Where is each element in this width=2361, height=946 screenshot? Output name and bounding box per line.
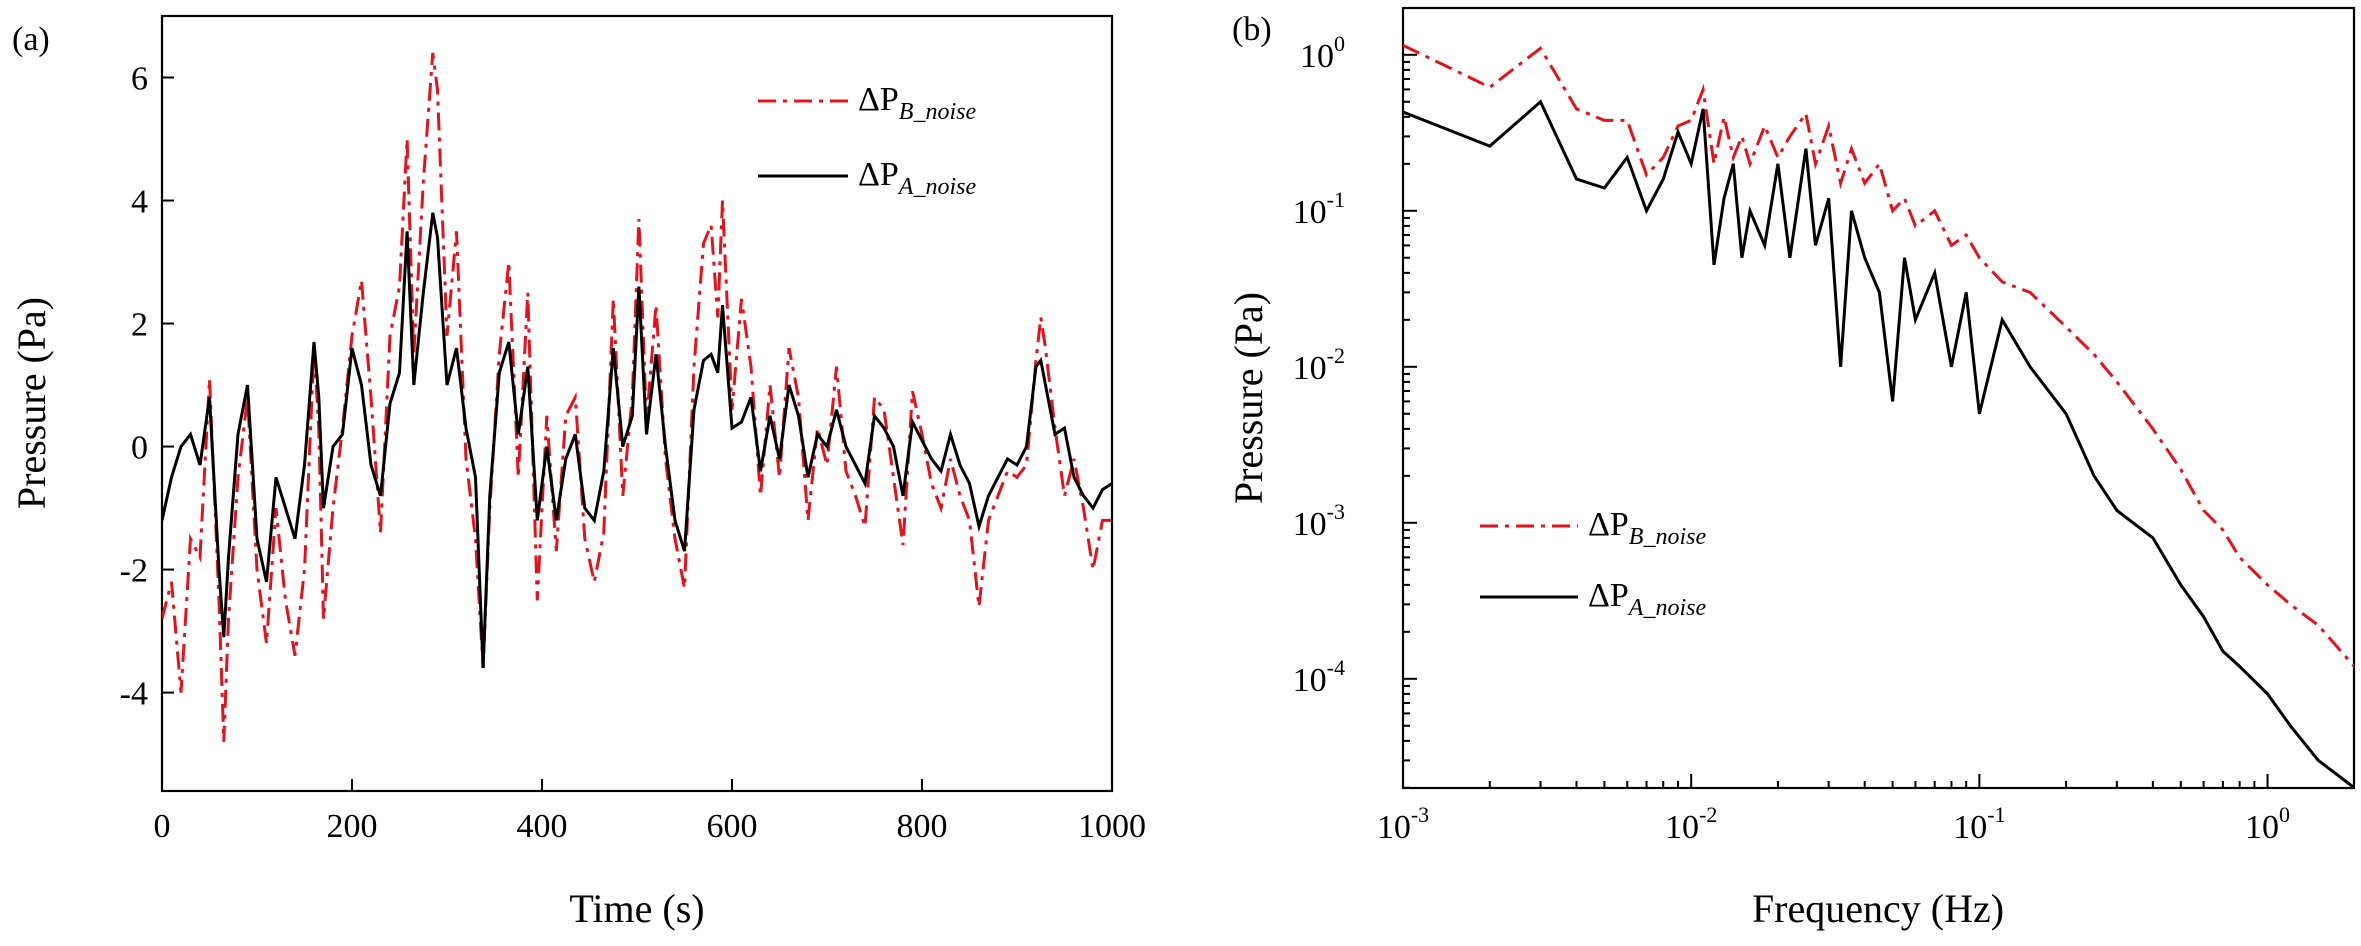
plot-frame-b	[1401, 6, 2356, 790]
legend-a: ΔPB_noise ΔPA_noise	[758, 81, 976, 200]
panel-a: 0 200 400 600 800 1000 -4 -2 0 2 4 6 (a) Pressure …	[9, 14, 1146, 931]
x-tick-label: 200	[327, 808, 378, 845]
legend-subscript: A_noise	[1627, 595, 1707, 621]
y-tick-label: 10-2	[1293, 343, 1345, 387]
y-tick-label: 0	[131, 430, 148, 467]
plot-frame-a	[160, 14, 1114, 793]
legend-subscript: B_noise	[899, 99, 977, 125]
legend-symbol: ΔP	[858, 156, 899, 193]
series-line-b-noise-a	[162, 52, 1112, 742]
y-tick-label: 10-1	[1293, 187, 1345, 231]
legend-b: ΔPB_noise ΔPA_noise	[1480, 506, 1706, 621]
legend-symbol: ΔP	[1588, 506, 1629, 543]
x-tick-label: 10-2	[1665, 802, 1717, 846]
y-tick-label: 4	[131, 184, 148, 221]
x-tick-label: 10-1	[1953, 802, 2005, 846]
x-tick-label: 100	[2245, 802, 2290, 846]
y-ticks-b: 10-4 10-3 10-2 10-1 100	[1293, 31, 1417, 789]
legend-symbol: ΔP	[1588, 577, 1629, 614]
series-line-a-noise-b	[1403, 99, 2354, 788]
x-axis-label-a: Time (s)	[569, 886, 704, 931]
x-tick-label: 0	[154, 808, 171, 845]
y-tick-label: 100	[1300, 31, 1345, 75]
y-tick-label: 10-4	[1293, 655, 1345, 699]
panel-label-b: (b)	[1232, 11, 1272, 48]
y-tick-label: -2	[120, 553, 148, 590]
y-tick-label: 10-3	[1293, 499, 1345, 543]
panel-label-a: (a)	[12, 21, 50, 58]
legend-label-b-noise-b: ΔPB_noise	[1588, 506, 1706, 550]
y-axis-label-b: Pressure (Pa)	[1226, 292, 1271, 504]
x-ticks-a: 0 200 400 600 800 1000	[154, 779, 1146, 845]
y-tick-label: 6	[131, 61, 148, 98]
legend-subscript: A_noise	[897, 174, 977, 200]
y-ticks-a: -4 -2 0 2 4 6	[120, 61, 174, 713]
x-tick-label: 1000	[1078, 808, 1146, 845]
legend-subscript: B_noise	[1629, 524, 1707, 550]
x-tick-label: 400	[517, 808, 568, 845]
x-ticks-b: 10-3 10-2 10-1 100	[1377, 774, 2290, 846]
legend-symbol: ΔP	[858, 81, 899, 118]
x-tick-label: 10-3	[1377, 802, 1429, 846]
x-tick-label: 800	[897, 808, 948, 845]
legend-label-a-noise-a: ΔPA_noise	[858, 156, 976, 200]
series-line-b-noise-b	[1403, 43, 2354, 668]
series-line-a-noise-a	[162, 212, 1112, 669]
legend-label-b-noise-a: ΔPB_noise	[858, 81, 976, 125]
y-axis-label-a: Pressure (Pa)	[9, 297, 54, 509]
x-tick-label: 600	[707, 808, 758, 845]
y-tick-label: 2	[131, 307, 148, 344]
x-axis-label-b: Frequency (Hz)	[1752, 886, 2004, 931]
y-tick-label: -4	[120, 676, 148, 713]
legend-label-a-noise-b: ΔPA_noise	[1588, 577, 1706, 621]
